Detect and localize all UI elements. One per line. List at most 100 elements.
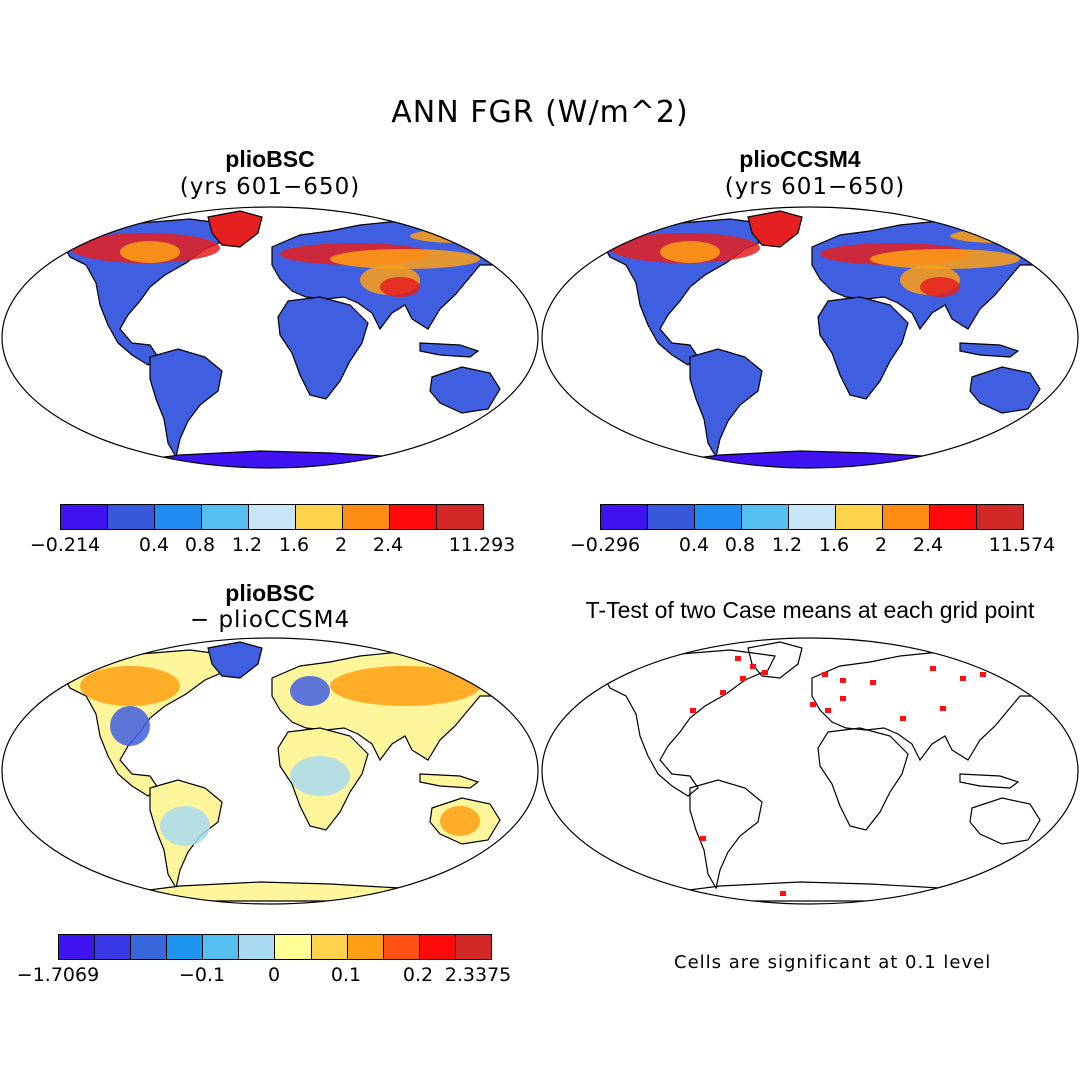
colorbar-swatch	[203, 935, 240, 959]
map-border	[541, 206, 1079, 469]
colorbar-swatch	[311, 935, 348, 959]
colorbar-swatch	[167, 935, 204, 959]
significant-cell	[690, 708, 696, 713]
colorbar-swatch	[742, 505, 789, 529]
continent-africa	[817, 727, 909, 831]
colorbar-swatch	[930, 505, 977, 529]
colorbar-tick: 2.3375	[444, 964, 512, 986]
continent-australia	[429, 366, 501, 414]
continent-southAmerica	[149, 348, 223, 459]
significance-note: Cells are significant at 0.1 level	[674, 952, 992, 973]
significant-cell	[980, 672, 986, 677]
colorbar-tick: −0.296	[569, 534, 641, 556]
colorbar-swatch	[343, 505, 390, 529]
colorbar-swatch	[239, 935, 276, 959]
continent-antarctica	[657, 881, 981, 902]
colorbar-swatch	[883, 505, 930, 529]
continent-greenland	[207, 641, 263, 679]
warm-region	[120, 241, 180, 263]
map-border	[1, 637, 539, 905]
map-land-layer	[601, 210, 1056, 468]
significant-cell	[930, 666, 936, 671]
map-border	[1, 206, 539, 469]
colorbar-swatch	[648, 505, 695, 529]
colorbar-tick: 1.6	[278, 534, 310, 556]
colorbar-tick: 0.1	[330, 964, 362, 986]
significant-cell	[762, 670, 768, 675]
warm-region	[870, 249, 1020, 269]
map-border	[541, 637, 1079, 905]
colorbar-tick: 11.293	[448, 534, 516, 556]
panel-title-ttest: T-Test of two Case means at each grid po…	[585, 597, 1035, 623]
continent-southAmerica	[689, 348, 763, 459]
panel-title-plioCCSM4: plioCCSM4	[739, 146, 861, 172]
colorbar-tick: 11.574	[988, 534, 1056, 556]
significant-cell	[810, 702, 816, 707]
colorbar-swatch	[977, 505, 1023, 529]
colorbar-tick: 2.4	[912, 534, 944, 556]
significant-cell	[840, 678, 846, 683]
panel-subtitle-difference: − plioCCSM4	[189, 607, 351, 633]
significant-cell	[700, 836, 706, 841]
significant-cell	[825, 708, 831, 713]
colorbar-tick: 0.4	[678, 534, 710, 556]
continent-indonesia	[419, 342, 480, 358]
colorbar-swatch	[61, 505, 108, 529]
colorbar-swatch	[455, 935, 491, 959]
colorbar-tick: 2	[874, 534, 888, 556]
colorbar-swatch	[275, 935, 312, 959]
colorbar-tick: −0.1	[178, 964, 226, 986]
colorbar-tick: −0.214	[29, 534, 101, 556]
continent-greenland	[207, 210, 263, 248]
significant-cell	[720, 690, 726, 695]
significant-cell	[900, 716, 906, 721]
anomaly-region	[330, 666, 480, 706]
colorbar-swatch	[383, 935, 420, 959]
significant-cell	[780, 891, 786, 896]
continent-australia	[969, 366, 1041, 414]
significant-cell	[750, 664, 756, 669]
colorbar-tick: 1.2	[231, 534, 263, 556]
continent-africa	[277, 296, 369, 400]
colorbar-difference	[58, 934, 492, 960]
significant-cell	[740, 676, 746, 681]
colorbar-swatch	[249, 505, 296, 529]
colorbar-swatch	[419, 935, 456, 959]
anomaly-region	[160, 806, 210, 846]
colorbar-swatch	[202, 505, 249, 529]
colorbar-swatch	[131, 935, 168, 959]
warm-region	[330, 249, 480, 269]
colorbar-plioBSC	[60, 504, 484, 530]
significant-cell	[940, 706, 946, 711]
continent-australia	[969, 797, 1041, 845]
colorbar-swatch	[695, 505, 742, 529]
anomaly-region	[110, 706, 150, 746]
colorbar-swatch	[347, 935, 384, 959]
warm-region	[920, 277, 960, 297]
significant-cell	[960, 676, 966, 681]
colorbar-plioCCSM4	[600, 504, 1024, 530]
colorbar-tick: 0	[267, 964, 281, 986]
continent-northAmerica	[601, 649, 776, 797]
map-difference	[1, 637, 539, 905]
colorbar-swatch	[836, 505, 883, 529]
colorbar-swatch	[390, 505, 437, 529]
colorbar-swatch	[601, 505, 648, 529]
anomaly-region	[290, 756, 350, 796]
colorbar-swatch	[296, 505, 343, 529]
significant-cell	[870, 680, 876, 685]
colorbar-tick: 0.4	[138, 534, 170, 556]
continent-indonesia	[959, 773, 1020, 789]
colorbar-swatch	[108, 505, 155, 529]
anomaly-region	[440, 806, 480, 836]
colorbar-swatch	[789, 505, 836, 529]
panel-title-plioBSC: plioBSC	[225, 146, 315, 172]
colorbar-tick: 1.2	[771, 534, 803, 556]
colorbar-swatch	[437, 505, 483, 529]
significant-cell	[840, 696, 846, 701]
map-land-layer	[61, 210, 516, 468]
colorbar-tick: 2	[334, 534, 348, 556]
continent-indonesia	[419, 773, 480, 789]
colorbar-tick: 0.8	[184, 534, 216, 556]
